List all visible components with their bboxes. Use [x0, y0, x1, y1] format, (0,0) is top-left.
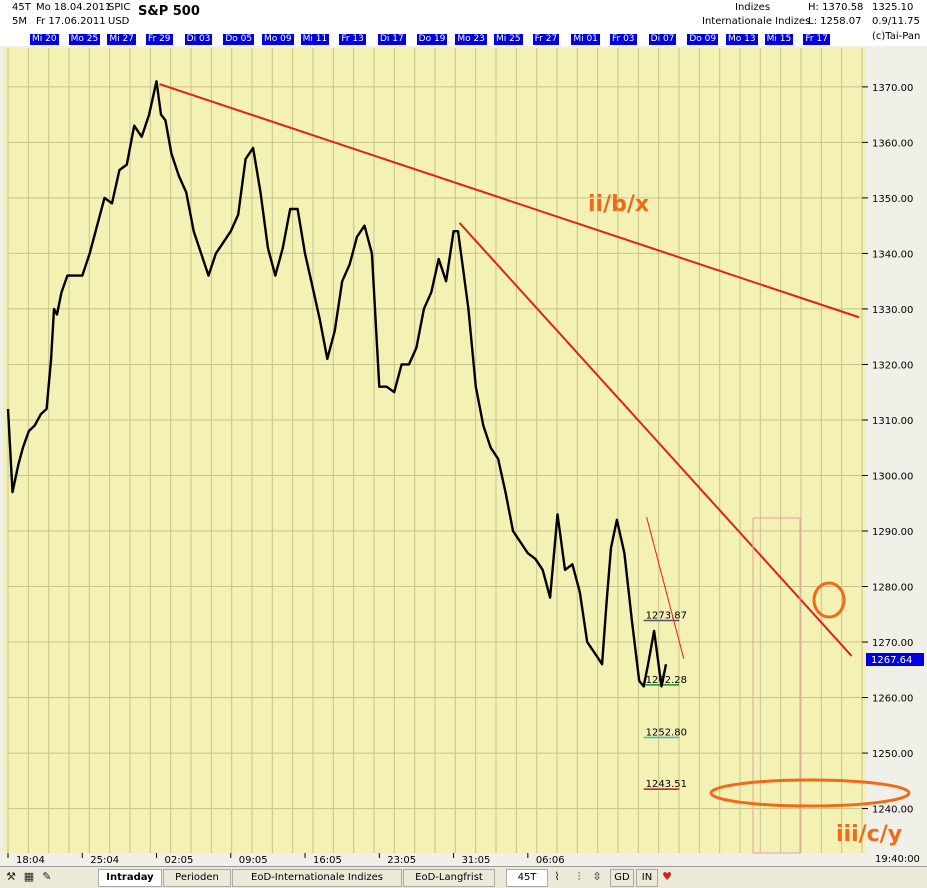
heart-icon[interactable]: ♥	[662, 870, 672, 883]
last-label: 1325.10	[872, 2, 914, 13]
instrument-title: S&P 500	[138, 4, 200, 19]
y-tick-label: 1300.00	[872, 471, 913, 482]
chart-type-icon[interactable]: ⌇	[554, 870, 560, 883]
wave-label-ii-b-x: ii/b/x	[588, 192, 649, 217]
currency-label: USD	[108, 16, 130, 27]
date-strip-label: Mi 15	[764, 34, 794, 45]
y-tick-label: 1270.00	[872, 638, 913, 649]
resistance-trendline[interactable]	[159, 83, 860, 319]
grid-icon[interactable]: ▦	[23, 870, 35, 883]
x-tick-label: 06:06	[536, 855, 565, 866]
date-strip-label: Mo 09	[262, 34, 294, 45]
last-value-label: 1267.64	[871, 655, 912, 666]
date-strip-label: Fr 17	[803, 34, 830, 45]
date-strip-label: Fr 27	[532, 34, 560, 45]
wave-label-iii-c-y: iii/c/y	[836, 822, 902, 847]
x-axis: 18:04 25:04 02:05 09:05 16:05 23:05 31:05 06:06	[7, 853, 565, 866]
date-strip-label: Mi 25	[494, 34, 523, 45]
pen-icon[interactable]: ✎	[42, 870, 52, 883]
date-strip-label: Mo 13	[726, 34, 758, 45]
date-strip-label: Do 09	[687, 34, 719, 45]
last-value-marker	[866, 653, 924, 666]
tab-perioden[interactable]: Perioden	[163, 869, 231, 887]
grid	[7, 48, 863, 853]
copyright-label: (c)Tai-Pan	[872, 31, 921, 42]
tab-intraday[interactable]: Intraday	[98, 869, 162, 887]
y-tick-label: 1320.00	[872, 360, 913, 371]
interval-select[interactable]: 45T	[506, 869, 548, 887]
x-tick-label: 25:04	[90, 855, 119, 866]
y-axis: 1240.00 1250.00 1260.00 1270.00 1280.00 1290.…	[862, 83, 913, 816]
date-strip-label: Mo 25	[68, 34, 101, 45]
bottom-toolbar: ⚒ ▦ ✎ Intraday Perioden EoD-Internationa…	[0, 866, 927, 888]
date-strip-label: Mi 01	[571, 34, 600, 45]
date-strip-label: Mi 11	[300, 34, 330, 45]
downtrend-line[interactable]	[458, 222, 853, 657]
date-strip-label: Fr 13	[339, 34, 366, 45]
price-series-line	[6, 80, 668, 688]
y-tick-label: 1360.00	[872, 138, 913, 149]
x-tick-label: 31:05	[462, 855, 491, 866]
subcategory-label: Internationale Indizes	[702, 16, 811, 27]
target-ellipse[interactable]	[709, 778, 911, 808]
ratio-label: 0.9/11.75	[872, 16, 920, 27]
category-label: Indizes	[735, 2, 771, 13]
low-label: L: 1258.07	[808, 16, 862, 27]
target-circle[interactable]	[812, 581, 846, 619]
minor-trendline[interactable]	[646, 516, 685, 659]
chart-header: 45T 5M Mo 18.04.2011 Fr 17.06.2011 SPIC …	[0, 0, 927, 47]
y-tick-label: 1370.00	[872, 83, 913, 94]
in-button[interactable]: IN	[636, 869, 658, 887]
level-label: 1252.80	[646, 728, 687, 739]
from-date: Mo 18.04.2011	[36, 2, 112, 13]
tab-eod-langfrist[interactable]: EoD-Langfrist	[403, 869, 495, 887]
date-strip-label: Do 05	[223, 34, 255, 45]
y-tick-label: 1330.00	[872, 305, 913, 316]
tab-eod-internationale-indizes[interactable]: EoD-Internationale Indizes	[232, 869, 402, 887]
y-tick-label: 1290.00	[872, 527, 913, 538]
date-strip-label: Di 03	[184, 34, 213, 45]
x-tick-label: 18:04	[16, 855, 45, 866]
time-label: 19:40:00	[875, 854, 920, 865]
scale-icon[interactable]: ⇳	[592, 870, 602, 883]
date-strip-label: Di 07	[648, 34, 677, 45]
y-tick-label: 1240.00	[872, 805, 913, 816]
date-strip-label: Mo 23	[455, 34, 487, 45]
date-strip-label: Fr 29	[146, 34, 173, 45]
y-tick-label: 1310.00	[872, 416, 913, 427]
to-date: Fr 17.06.2011	[36, 16, 106, 27]
y-tick-label: 1260.00	[872, 694, 913, 705]
y-tick-label: 1350.00	[872, 194, 913, 205]
date-strip-label: Mi 20	[30, 34, 59, 45]
x-tick-label: 23:05	[387, 855, 416, 866]
level-label: 1243.51	[646, 779, 687, 790]
date-strip-label: Di 17	[378, 34, 406, 45]
level-label: 1273.87	[646, 611, 687, 622]
x-tick-label: 02:05	[165, 855, 194, 866]
range-label: 5M	[12, 16, 27, 27]
level-label: 1262.28	[646, 675, 687, 686]
date-strip-label: Do 19	[416, 34, 448, 45]
x-tick-label: 16:05	[313, 855, 342, 866]
y-tick-label: 1280.00	[872, 583, 913, 594]
date-strip-label: Mi 27	[107, 34, 136, 45]
symbol-label: SPIC	[108, 2, 131, 13]
candle-icon[interactable]: ⫶	[577, 870, 581, 883]
selection-box[interactable]	[752, 517, 801, 854]
interval-label: 45T	[12, 2, 31, 13]
y-tick-label: 1250.00	[872, 749, 913, 760]
x-tick-label: 09:05	[239, 855, 268, 866]
price-chart[interactable]: 1273.87 1262.28 1252.80 1243.51 ii/b/x iii/…	[0, 46, 927, 866]
gd-button[interactable]: GD	[610, 869, 634, 887]
hammer-icon[interactable]: ⚒	[6, 870, 16, 883]
date-strip-label: Fr 03	[610, 34, 637, 45]
y-tick-label: 1340.00	[872, 249, 913, 260]
high-label: H: 1370.58	[808, 2, 864, 13]
